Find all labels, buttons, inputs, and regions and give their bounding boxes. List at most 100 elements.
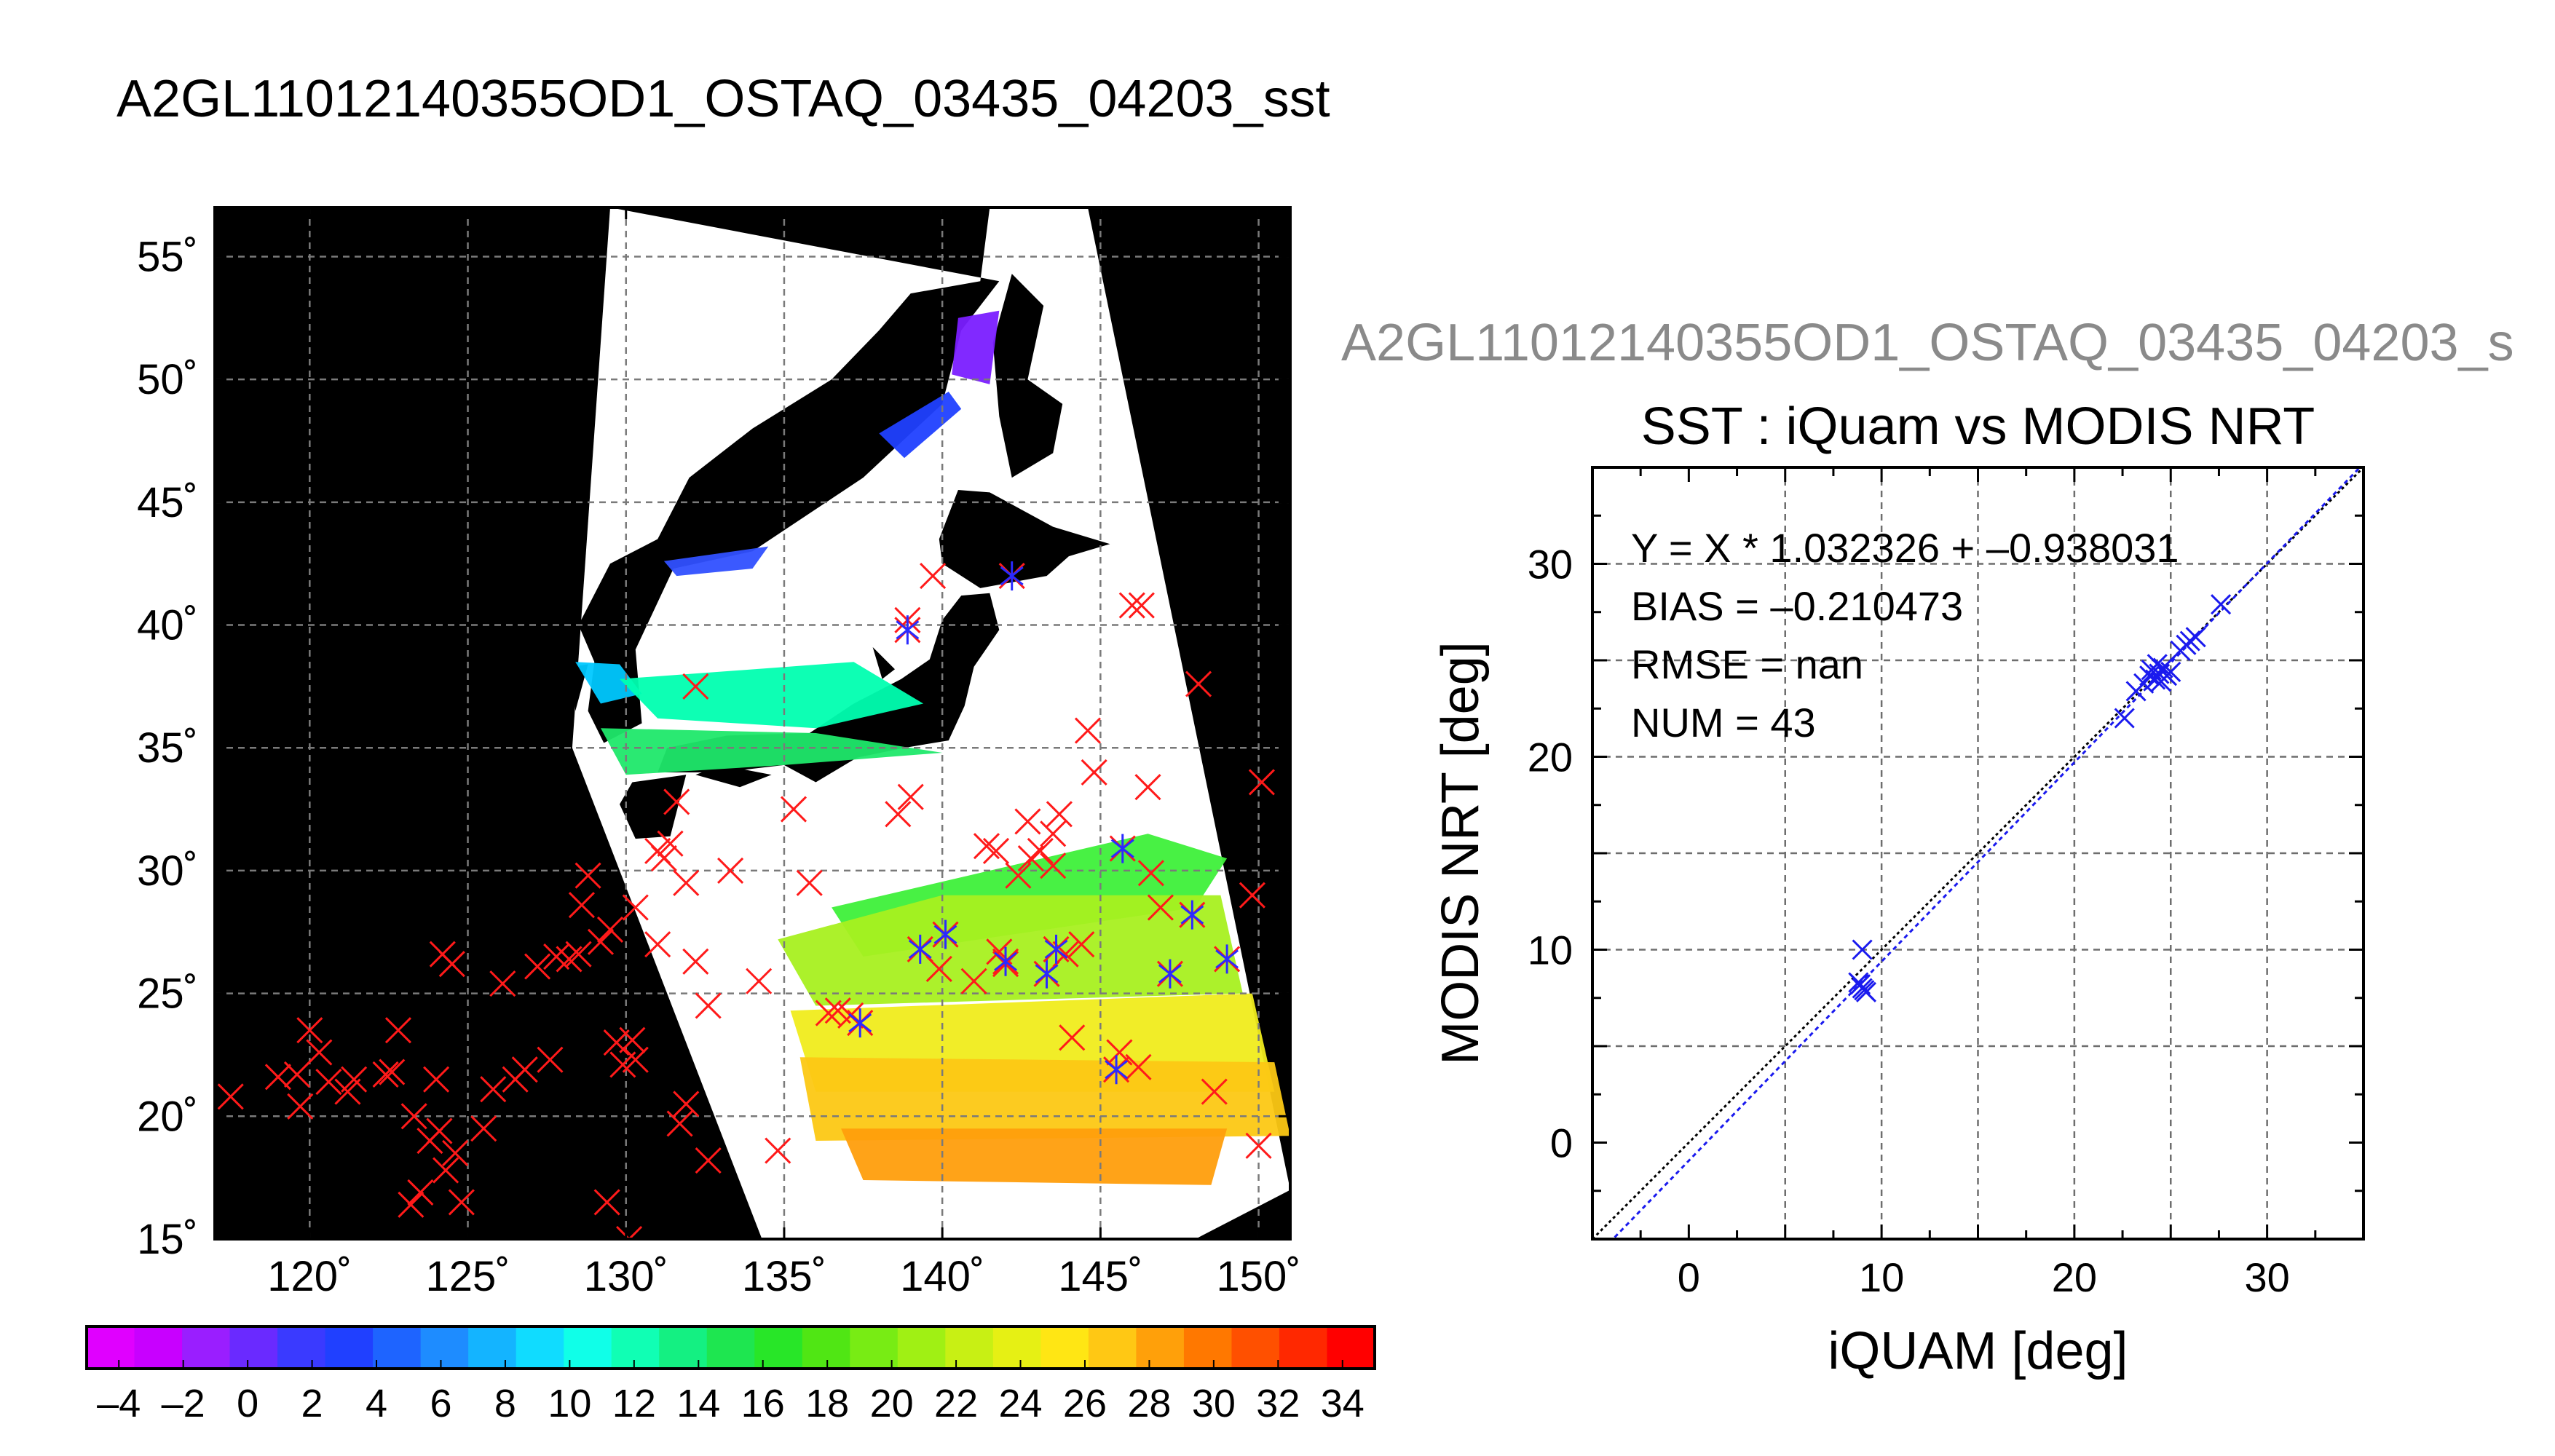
map-xtick-label: 130˚ xyxy=(584,1253,668,1300)
map-ytick-label: 55˚ xyxy=(137,233,198,280)
scatter-xlabel: iQUAM [deg] xyxy=(1828,1322,2128,1380)
colorbar-segment xyxy=(945,1326,994,1369)
colorbar-tick-label: 16 xyxy=(741,1382,785,1425)
map-ytick-label: 40˚ xyxy=(137,602,198,649)
matchup-point xyxy=(565,941,592,968)
map-xtick-label: 145˚ xyxy=(1058,1253,1142,1300)
colorbar-segment xyxy=(992,1326,1041,1369)
colorbar-segment xyxy=(420,1326,469,1369)
scatter-point xyxy=(2114,708,2135,729)
sst-region-tropic-gold xyxy=(799,1057,1290,1141)
map-xtick-label: 135˚ xyxy=(742,1253,826,1300)
colorbar-tick-label: 14 xyxy=(676,1382,720,1425)
scatter-point xyxy=(1849,974,1871,995)
matchup-point xyxy=(1147,894,1174,921)
scatter-stat-line: RMSE = nan xyxy=(1631,641,1863,687)
land-mass xyxy=(872,646,895,679)
scatter-xtick-label: 10 xyxy=(1859,1254,1904,1300)
scatter-ytick-label: 20 xyxy=(1528,735,1573,780)
colorbar-segment xyxy=(468,1326,517,1369)
colorbar-tick-label: 22 xyxy=(934,1382,978,1425)
matchup-point xyxy=(596,916,624,943)
matchup-point xyxy=(306,1039,333,1066)
matchup-point xyxy=(283,1061,311,1088)
colorbar-tick-label: 24 xyxy=(998,1382,1042,1425)
scatter-grid xyxy=(1592,467,2364,1239)
matchup-point xyxy=(622,894,649,921)
colorbar-segment xyxy=(1136,1326,1185,1369)
matchup-point xyxy=(1074,717,1102,744)
regression-fit-line xyxy=(1611,467,2362,1239)
matchup-point xyxy=(1248,769,1275,796)
colorbar-segment xyxy=(659,1326,708,1369)
matchup-point xyxy=(1201,1078,1228,1105)
matchup-point xyxy=(765,1137,791,1164)
colorbar-tick-label: 6 xyxy=(430,1382,451,1425)
colorbar-tick-label: 12 xyxy=(612,1382,656,1425)
colorbar-segment xyxy=(564,1326,612,1369)
map-ytick-label: 45˚ xyxy=(137,479,198,526)
map-matchups xyxy=(217,561,1275,1239)
matchup-point xyxy=(780,796,807,823)
colorbar-segment xyxy=(1088,1326,1137,1369)
matchup-point xyxy=(296,1017,323,1044)
matchup-point xyxy=(1106,1039,1133,1066)
matchup-point xyxy=(448,1189,475,1216)
matchup-point-star xyxy=(1035,959,1059,989)
colorbar-tick-label: 2 xyxy=(301,1382,323,1425)
matchup-point xyxy=(695,992,722,1019)
matchup-point xyxy=(438,951,465,978)
map-xtick-label: 125˚ xyxy=(425,1253,510,1300)
colorbar-tick-label: 28 xyxy=(1127,1382,1171,1425)
colorbar-tick-label: 4 xyxy=(366,1382,387,1425)
sst-region-tatar-strait xyxy=(879,392,962,459)
scatter-stat-line: BIAS = –0.210473 xyxy=(1631,583,1963,629)
matchup-point-star xyxy=(1105,1055,1129,1085)
scatter-points xyxy=(1848,594,2232,1002)
matchup-point-star xyxy=(1110,834,1134,863)
matchup-point xyxy=(1245,1132,1272,1159)
matchup-point xyxy=(384,1017,412,1044)
matchup-point xyxy=(673,869,700,896)
matchup-point-star xyxy=(848,1008,872,1038)
land-mass xyxy=(578,207,1000,743)
colorbar-segment xyxy=(850,1326,899,1369)
map-ytick-label: 35˚ xyxy=(137,724,198,772)
matchup-point xyxy=(341,1066,368,1093)
matchup-point xyxy=(603,1029,630,1056)
matchup-point xyxy=(885,801,912,828)
map-xtick-label: 120˚ xyxy=(267,1253,352,1300)
colorbar-segment xyxy=(1231,1326,1280,1369)
colorbar-segment xyxy=(373,1326,422,1369)
colorbar-tick-label: 26 xyxy=(1063,1382,1107,1425)
matchup-point xyxy=(524,953,551,980)
scatter-point xyxy=(1854,980,1875,1001)
matchup-point xyxy=(537,1046,564,1073)
matchup-point xyxy=(398,1191,424,1218)
matchup-point xyxy=(666,1110,693,1137)
matchup-point xyxy=(1059,1024,1086,1051)
matchup-point xyxy=(663,788,690,815)
map-ytick-label: 25˚ xyxy=(137,970,198,1018)
matchup-point xyxy=(433,1157,459,1184)
map-xtick-label: 140˚ xyxy=(900,1253,984,1300)
matchup-point xyxy=(1068,931,1095,958)
map-ytick-label: 15˚ xyxy=(137,1216,198,1263)
matchup-point xyxy=(1027,837,1054,865)
sst-region-east-sea-cyan xyxy=(620,662,924,729)
colorbar-segment xyxy=(1327,1326,1375,1369)
matchup-point xyxy=(426,1117,453,1144)
land-mass xyxy=(695,764,772,788)
sst-region-okhotsk-north xyxy=(952,310,1000,384)
matchup-point xyxy=(400,1103,427,1130)
colorbar-tick-label: 10 xyxy=(548,1382,591,1425)
colorbar-tick-label: 34 xyxy=(1321,1382,1365,1425)
colorbar-segment xyxy=(134,1326,183,1369)
matchup-point xyxy=(489,970,516,997)
colorbar-segment xyxy=(611,1326,660,1369)
matchup-point xyxy=(1118,592,1145,619)
matchup-point xyxy=(372,1061,399,1088)
matchup-point xyxy=(556,946,583,973)
colorbar-tick-label: 30 xyxy=(1192,1382,1236,1425)
